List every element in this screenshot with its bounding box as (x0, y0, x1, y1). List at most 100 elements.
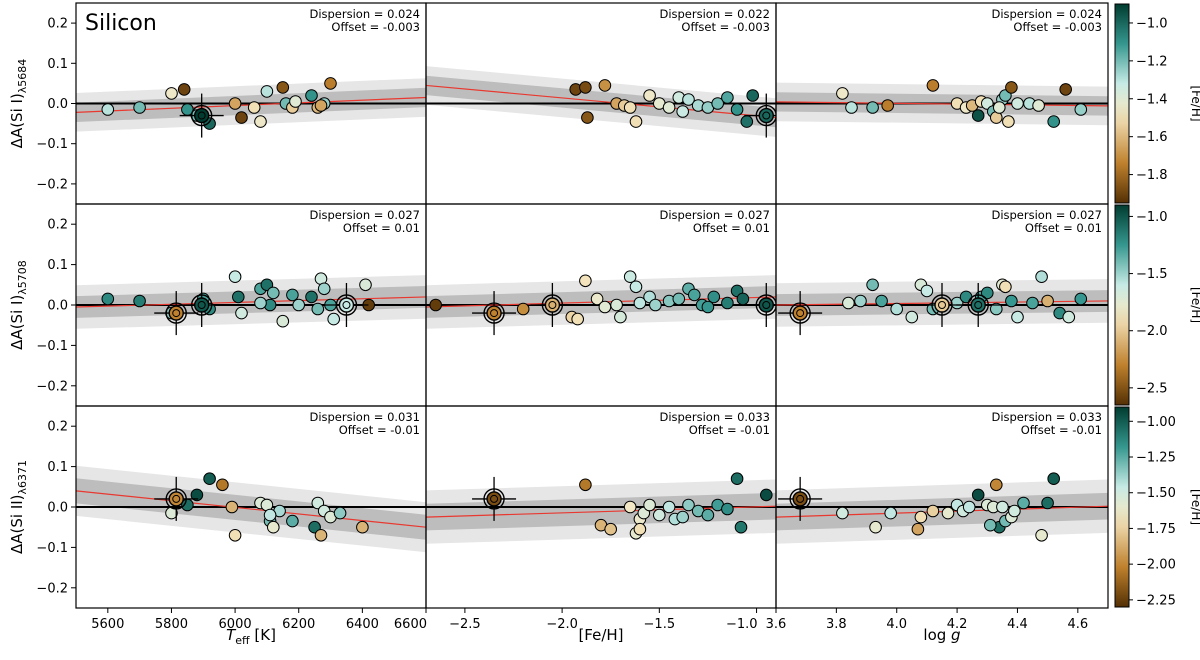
data-point (662, 500, 676, 514)
data-point (911, 522, 925, 536)
dispersion-label: Dispersion = 0.033 (659, 410, 770, 424)
colorbar (1114, 204, 1130, 406)
colorbar-tick-label: −1.0 (1136, 16, 1168, 31)
data-point (579, 274, 592, 288)
data-point (1062, 310, 1076, 324)
reference-star (744, 283, 776, 327)
data-point (926, 504, 940, 518)
star-ring (541, 294, 564, 316)
colorbar (1114, 3, 1130, 204)
data-point (836, 87, 849, 100)
data-point (962, 500, 976, 514)
data-point (920, 284, 934, 298)
data-point (260, 85, 274, 98)
x-tick-label: 4.0 (886, 617, 907, 632)
colorbar-tick-label: −1.4 (1136, 92, 1168, 107)
data-point (1032, 99, 1045, 112)
data-point (1041, 496, 1054, 510)
y-tick-label: −0.2 (36, 177, 68, 192)
offset-label: Offset = 0.01 (693, 221, 770, 235)
colorbar-tick-label: −2.0 (1136, 324, 1168, 339)
data-point (286, 288, 299, 302)
y-axis-label: ΔA(Si I)λ5684 (8, 59, 29, 149)
data-point (311, 302, 325, 316)
y-tick-label: −0.2 (36, 379, 68, 394)
dispersion-label: Dispersion = 0.031 (309, 410, 420, 424)
data-point (356, 520, 369, 534)
colorbar-label: [Fe/H] (1189, 489, 1200, 525)
y-tick-label: 0.1 (47, 57, 68, 72)
star-inner (490, 494, 499, 503)
data-point (1047, 115, 1060, 128)
data-point (688, 288, 701, 302)
star-ring (165, 488, 187, 510)
star-ring (789, 302, 811, 324)
x-axis-label-feh: [Fe/H] (578, 626, 623, 644)
x-axis-label-logg: log g (923, 626, 960, 644)
colorbar-tick-label: −2.5 (1136, 381, 1168, 396)
x-axis-label-teff: Teff [K] (226, 626, 276, 647)
colorbar-tick-label: −1.6 (1136, 130, 1168, 145)
star-inner (490, 309, 499, 318)
data-point (1002, 115, 1015, 128)
data-point (101, 103, 115, 116)
star-ring (165, 302, 187, 324)
data-point (881, 99, 895, 112)
colorbar-tick-label: −1.8 (1136, 168, 1168, 183)
data-point (914, 510, 928, 524)
data-point (598, 79, 612, 92)
dispersion-label: Dispersion = 0.024 (991, 7, 1102, 21)
y-tick-label: 0.1 (47, 460, 68, 475)
data-point (305, 89, 318, 102)
dispersion-label: Dispersion = 0.027 (659, 208, 770, 222)
x-tick-label: 4.2 (947, 617, 968, 632)
star-ring (789, 488, 811, 510)
panel-0-1 (426, 66, 776, 138)
data-point (701, 508, 715, 522)
colorbar (1114, 406, 1130, 608)
data-point (286, 514, 299, 528)
reference-star (920, 283, 964, 327)
data-point (866, 101, 879, 114)
offset-label: Offset = 0.01 (1025, 221, 1102, 235)
data-point (676, 105, 690, 118)
data-point (676, 510, 690, 524)
data-point (981, 286, 994, 300)
panel-1-1 (426, 270, 776, 336)
y-tick-label: 0.0 (47, 299, 68, 314)
x-tick-label: −2.0 (546, 617, 578, 632)
colorbar-tick-label: −2.25 (1136, 593, 1176, 608)
data-point (905, 310, 919, 324)
chart-title: Silicon (85, 11, 157, 36)
data-point (999, 280, 1012, 294)
data-point (1074, 292, 1088, 306)
x-tick-label: −1.0 (726, 617, 758, 632)
x-tick-label: −2.5 (449, 617, 481, 632)
offset-label: Offset = -0.003 (1013, 20, 1102, 34)
data-point (203, 472, 216, 486)
data-point (1035, 529, 1048, 542)
data-point (228, 97, 242, 110)
data-point (516, 302, 530, 316)
dispersion-label: Dispersion = 0.022 (659, 7, 770, 21)
data-point (760, 488, 773, 502)
data-point (623, 270, 637, 284)
data-point (662, 101, 676, 114)
panel-1-0 (76, 270, 426, 336)
star-inner (548, 301, 557, 309)
x-tick-label: 6600 (394, 617, 427, 632)
data-point (1035, 270, 1048, 284)
data-point (571, 312, 585, 326)
data-point (1005, 81, 1018, 94)
data-point (971, 109, 985, 122)
data-point (643, 89, 656, 102)
star-core (168, 491, 184, 507)
star-core (193, 297, 210, 313)
data-point (672, 292, 686, 306)
data-point (643, 498, 656, 512)
data-point (721, 296, 734, 310)
x-tick-label: 5600 (91, 617, 124, 632)
star-inner (974, 301, 983, 309)
data-point (629, 280, 643, 294)
data-point (721, 91, 734, 104)
